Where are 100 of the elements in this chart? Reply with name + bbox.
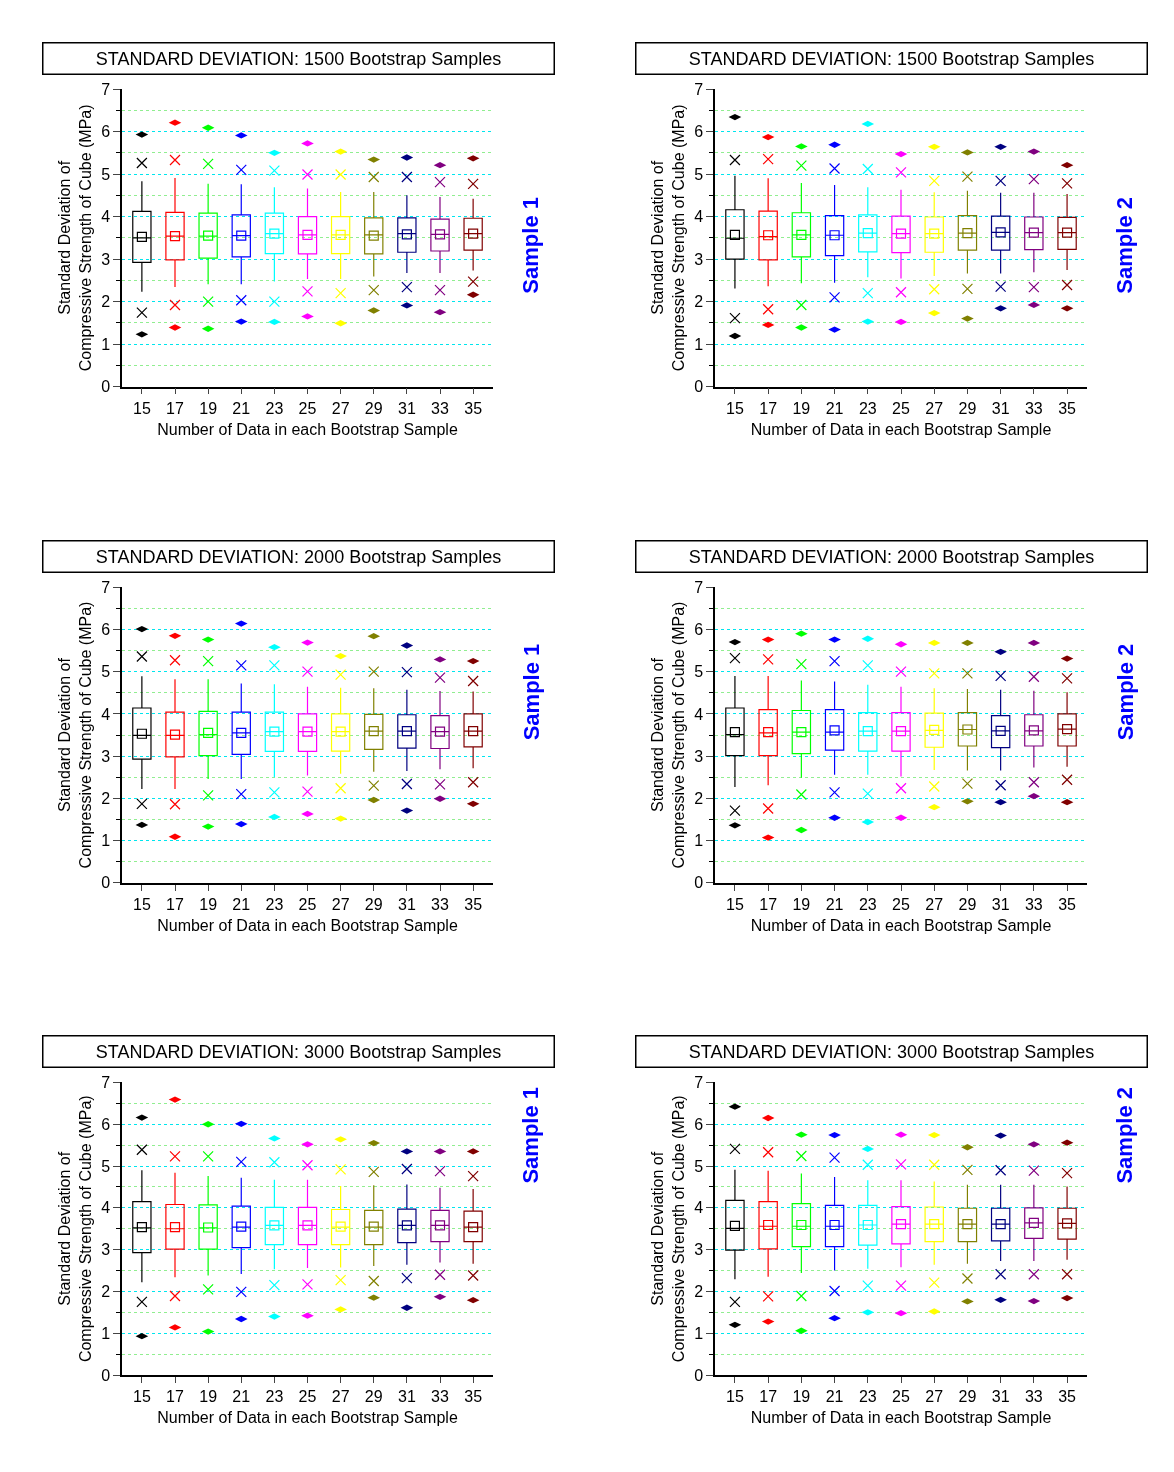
x-tick-label: 21 <box>825 895 844 913</box>
y-tick-label: 7 <box>101 1074 111 1092</box>
y-tick-label: 4 <box>694 208 704 226</box>
y-tick-label: 7 <box>694 1074 704 1092</box>
x-tick-label: 25 <box>892 399 910 417</box>
x-axis-title: Number of Data in each Bootstrap Sample <box>157 1409 458 1427</box>
x-tick-label: 23 <box>858 1387 877 1405</box>
x-tick-label: 35 <box>464 1387 483 1405</box>
x-tick-label: 27 <box>331 895 350 913</box>
y-tick-label: 6 <box>694 1115 704 1133</box>
y-tick-label: 6 <box>101 123 111 141</box>
text: Sample 1 <box>518 643 544 741</box>
x-tick-label: 27 <box>925 895 944 913</box>
x-tick-label: 31 <box>397 399 416 417</box>
x-axis-title: Number of Data in each Bootstrap Sample <box>157 916 458 934</box>
x-tick-label: 35 <box>1058 1387 1077 1405</box>
y-tick-label: 5 <box>694 1157 704 1175</box>
y-tick-label: 2 <box>694 1283 704 1301</box>
x-tick-label: 25 <box>892 1387 910 1405</box>
y-tick-label: 2 <box>101 293 111 311</box>
y-tick-label: 0 <box>694 378 704 396</box>
y-tick-label: 3 <box>101 1241 111 1259</box>
y-tick-label: 0 <box>101 874 111 892</box>
x-tick-label: 31 <box>397 895 416 913</box>
x-tick-label: 29 <box>958 1387 977 1405</box>
x-tick-label: 15 <box>726 1387 744 1405</box>
x-tick-label: 19 <box>792 895 811 913</box>
y-tick-label: 4 <box>101 1199 111 1217</box>
x-tick-label: 33 <box>1024 399 1043 417</box>
y-axis-title: Standard Deviation of Compressive Strength of Cube (MPa) <box>55 601 94 869</box>
y-tick-label: 2 <box>694 293 704 311</box>
x-tick-label: 31 <box>991 1387 1010 1405</box>
y-tick-label: 7 <box>694 578 704 596</box>
x-axis-title: Number of Data in each Bootstrap Sample <box>750 420 1052 438</box>
chart-title: STANDARD DEVIATION: 1500 Bootstrap Samples <box>688 48 1095 69</box>
y-tick-label: 7 <box>694 80 704 98</box>
x-tick-label: 35 <box>464 895 483 913</box>
x-tick-label: 35 <box>1058 895 1077 913</box>
y-tick-label: 3 <box>101 747 111 765</box>
x-tick-label: 15 <box>132 1387 151 1405</box>
y-tick-label: 7 <box>101 578 111 596</box>
text: Sample 1 <box>518 197 544 294</box>
y-tick-label: 4 <box>101 705 111 723</box>
x-tick-label: 25 <box>298 895 317 913</box>
x-tick-label: 23 <box>265 1387 284 1405</box>
x-tick-label: 15 <box>132 895 151 913</box>
y-tick-label: 6 <box>101 621 111 639</box>
y-axis-title: Standard Deviation of Compressive Strength of Cube (MPa) <box>55 1095 94 1363</box>
x-tick-label: 17 <box>166 895 184 913</box>
y-tick-label: 2 <box>694 789 704 807</box>
x-tick-label: 35 <box>1058 399 1077 417</box>
y-tick-label: 4 <box>101 208 111 226</box>
y-tick-label: 5 <box>694 165 704 183</box>
y-tick-label: 3 <box>694 747 704 765</box>
x-tick-label: 27 <box>925 399 944 417</box>
chart-title: STANDARD DEVIATION: 3000 Bootstrap Samples <box>95 1041 502 1062</box>
x-tick-label: 23 <box>265 399 284 417</box>
x-tick-label: 23 <box>265 895 284 913</box>
x-tick-label: 27 <box>925 1387 944 1405</box>
y-tick-label: 2 <box>101 789 111 807</box>
y-tick-label: 0 <box>694 1366 704 1384</box>
x-tick-label: 21 <box>232 399 251 417</box>
x-tick-label: 27 <box>331 1387 350 1405</box>
chart-title: STANDARD DEVIATION: 1500 Bootstrap Samples <box>95 48 502 69</box>
x-tick-label: 17 <box>759 895 778 913</box>
y-tick-label: 5 <box>101 165 111 183</box>
text: Sample 2 <box>1112 1086 1138 1184</box>
y-axis-title: Standard Deviation of Compressive Strength of Cube (MPa) <box>55 104 94 372</box>
x-tick-label: 21 <box>232 895 251 913</box>
x-tick-label: 21 <box>232 1387 251 1405</box>
y-tick-label: 1 <box>694 832 704 850</box>
y-tick-label: 1 <box>694 1324 704 1342</box>
x-tick-label: 25 <box>298 1387 317 1405</box>
y-tick-label: 0 <box>101 378 111 396</box>
x-tick-label: 31 <box>397 1387 416 1405</box>
y-tick-label: 6 <box>694 123 704 141</box>
x-tick-label: 19 <box>792 399 811 417</box>
y-tick-label: 0 <box>101 1366 111 1384</box>
text: Sample 2 <box>1112 643 1138 741</box>
x-tick-label: 17 <box>759 1387 778 1405</box>
y-tick-label: 4 <box>694 705 704 723</box>
y-tick-label: 1 <box>694 335 704 353</box>
y-tick-label: 3 <box>101 250 111 268</box>
x-tick-label: 19 <box>792 1387 811 1405</box>
x-tick-label: 33 <box>431 895 449 913</box>
x-tick-label: 29 <box>364 399 383 417</box>
y-axis-title: Standard Deviation of Compressive Strength of Cube (MPa) <box>648 1095 687 1363</box>
chart-title: STANDARD DEVIATION: 2000 Bootstrap Samples <box>95 546 502 567</box>
x-tick-label: 33 <box>431 1387 449 1405</box>
y-tick-label: 5 <box>101 663 111 681</box>
x-axis-title: Number of Data in each Bootstrap Sample <box>157 420 458 438</box>
x-tick-label: 31 <box>991 895 1010 913</box>
x-tick-label: 21 <box>825 399 844 417</box>
y-tick-label: 3 <box>694 250 704 268</box>
x-tick-label: 29 <box>364 895 383 913</box>
y-axis-title: Standard Deviation of Compressive Strength of Cube (MPa) <box>648 601 687 869</box>
chart-title: STANDARD DEVIATION: 3000 Bootstrap Samples <box>688 1041 1095 1062</box>
y-tick-label: 3 <box>694 1241 704 1259</box>
x-tick-label: 25 <box>892 895 910 913</box>
y-tick-label: 1 <box>101 335 111 353</box>
